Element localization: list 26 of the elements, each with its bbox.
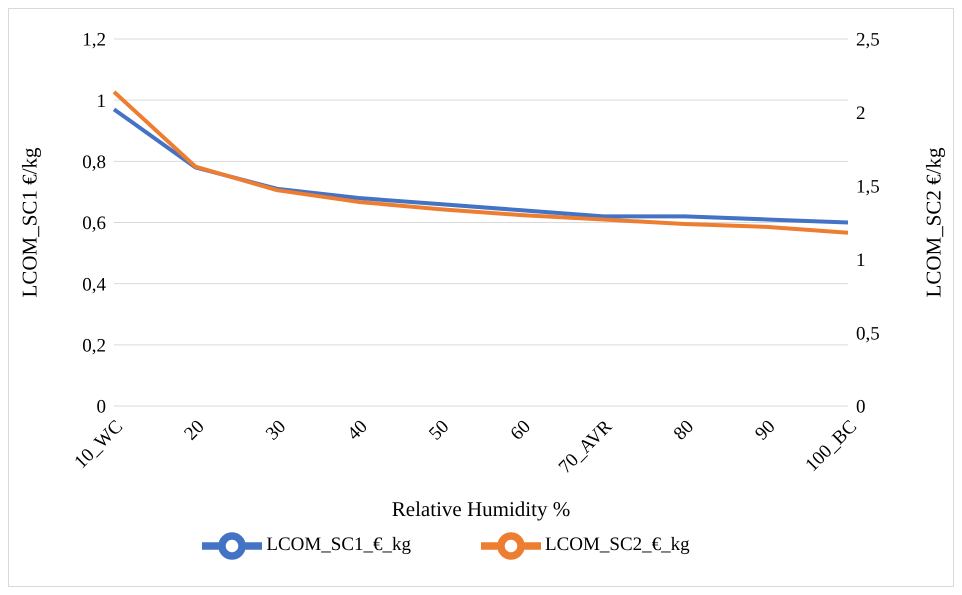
y-tick-label: 1 [96, 90, 106, 112]
y2-tick-label: 2 [856, 103, 866, 124]
x-tick-label: 60 [506, 416, 535, 445]
legend-label: LCOM_SC1_€_kg [266, 534, 411, 556]
y-tick-label: 1,2 [82, 30, 106, 51]
y-tick-label: 0,6 [82, 213, 106, 234]
y-tick-label: 0,2 [82, 336, 106, 357]
x-axis-title: Relative Humidity % [392, 497, 570, 521]
legend-label: LCOM_SC2_€_kg [545, 534, 690, 556]
y-axis-title: LCOM_SC1 €/kg [17, 147, 42, 298]
y2-axis-title: LCOM_SC2 €/kg [921, 147, 946, 298]
x-tick-label: 40 [343, 416, 372, 445]
y-tick-label: 0,4 [82, 274, 106, 296]
y2-tick-label: 2,5 [856, 30, 880, 51]
y-tick-label: 0 [96, 396, 106, 418]
y-tick-label: 0,8 [82, 152, 106, 174]
x-tick-label: 20 [180, 416, 209, 445]
x-tick-label: 90 [751, 416, 780, 445]
line-series [112, 90, 850, 235]
y2-tick-label: 1,5 [856, 176, 880, 198]
y2-tick-label: 0,5 [856, 323, 880, 344]
x-tick-label: 80 [670, 416, 698, 445]
x-tick-label: 50 [425, 416, 454, 445]
x-tick-label: 30 [262, 416, 290, 445]
y2-tick-label: 0 [856, 396, 866, 418]
y2-tick-label: 1 [856, 250, 866, 271]
